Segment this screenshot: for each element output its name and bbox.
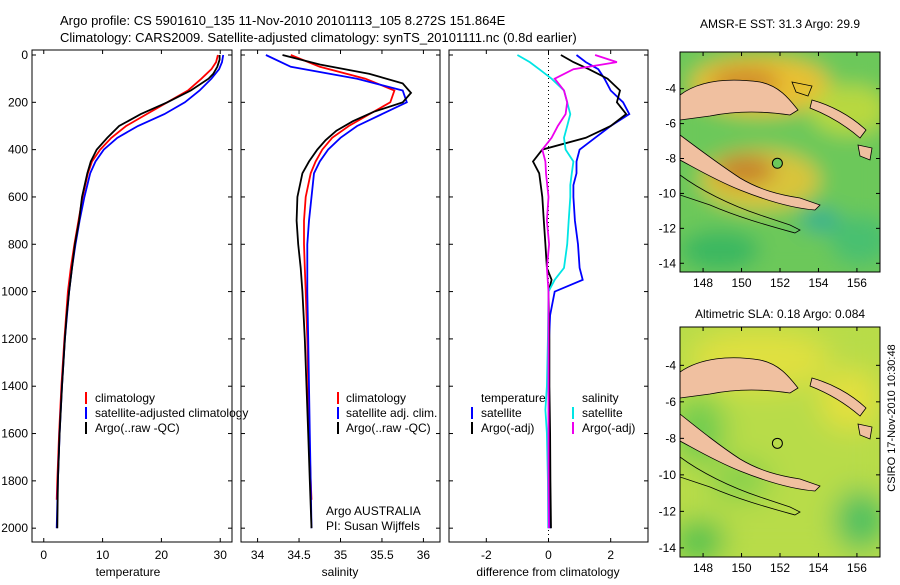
legend-temp-satellite: satellite	[481, 406, 522, 420]
depth-ytick-label: 0	[21, 48, 28, 62]
depth-ytick-label: 1000	[1, 285, 28, 299]
depth-ytick-label: 800	[8, 237, 28, 251]
argo-program-label: Argo AUSTRALIA	[326, 504, 421, 518]
sst-map: AMSR-E SST: 31.3 Argo: 29.9 14	[659, 17, 881, 290]
sla-field	[680, 327, 880, 557]
sst-lon-label: 148	[693, 276, 713, 290]
sla-lon-label: 152	[770, 561, 790, 575]
legend-sat-adjusted: satellite-adjusted climatology	[95, 406, 248, 420]
legend-argo: Argo(..raw -QC)	[95, 421, 180, 435]
sla-lat-label: -12	[659, 504, 677, 518]
salinity-series-satellite-adj-clim	[265, 54, 408, 529]
depth-ytick-label: 600	[8, 190, 28, 204]
sla-map-title: Altimetric SLA: 0.18 Argo: 0.084	[695, 307, 865, 321]
temperature-series-argo-raw-qc	[56, 55, 221, 529]
salinity-xtick-label: 36	[417, 548, 431, 562]
sst-lat-label: -6	[665, 117, 676, 131]
sla-lon-label: 148	[693, 561, 713, 575]
difference-xtick-label: 0	[545, 548, 552, 562]
salinity-xtick-label: 34	[251, 548, 265, 562]
sla-lon-label: 154	[808, 561, 828, 575]
temperature-panel: 0 10 20 30 0 200 400 600 800 1000 1200 1400 1600 1800…	[1, 48, 248, 579]
difference-xtick-label: -2	[481, 548, 492, 562]
sst-field	[680, 52, 880, 272]
depth-ytick-label: 200	[8, 95, 28, 109]
temperature-legend: climatology satellite-adjusted climatolo…	[85, 391, 248, 435]
sst-lat-label: -8	[665, 152, 676, 166]
depth-ytick-label: 400	[8, 143, 28, 157]
temperature-axes-frame	[31, 49, 233, 543]
depth-ytick-label: 1200	[1, 332, 28, 346]
salinity-xtick-label: 35	[334, 548, 348, 562]
sst-lat-label: -10	[659, 186, 677, 200]
sst-lon-label: 152	[770, 276, 790, 290]
difference-xtick-label: 2	[607, 548, 614, 562]
legend-title-temperature: temperature	[481, 391, 546, 405]
temperature-series-satellite-adjusted-climatology	[55, 54, 225, 529]
legend-argo: Argo(..raw -QC)	[346, 421, 431, 435]
legend-sal-argo: Argo(-adj)	[582, 421, 635, 435]
sla-lat-label: -4	[665, 358, 676, 372]
sla-lat-label: -10	[659, 468, 677, 482]
legend-sal-satellite: satellite	[582, 406, 623, 420]
temperature-xlabel: temperature	[96, 565, 161, 579]
difference-series-temperature-satellite	[548, 54, 631, 529]
pi-label: PI: Susan Wijffels	[326, 519, 420, 533]
sst-lon-label: 154	[808, 276, 828, 290]
salinity-series-argo-raw-qc	[282, 54, 413, 529]
sla-lat-label: -6	[665, 395, 676, 409]
salinity-xtick-label: 35.5	[370, 548, 394, 562]
depth-ytick-label: 2000	[1, 521, 28, 535]
sla-lon-label: 156	[847, 561, 867, 575]
salinity-xlabel: salinity	[322, 565, 359, 579]
depth-ytick-label: 1600	[1, 427, 28, 441]
csiro-timestamp-label: CSIRO 17-Nov-2010 10:30:48	[886, 344, 898, 491]
sst-lon-label: 156	[847, 276, 867, 290]
header-line-1: Argo profile: CS 5901610_135 11-Nov-2010…	[60, 13, 506, 28]
legend-sat-adj: satellite adj. clim.	[346, 406, 437, 420]
temperature-xtick-label: 10	[96, 548, 110, 562]
sla-lon-label: 150	[732, 561, 752, 575]
sst-lon-label: 150	[732, 276, 752, 290]
sla-lat-label: -14	[659, 541, 677, 555]
sst-lat-label: -4	[665, 82, 676, 96]
sla-lat-label: -8	[665, 431, 676, 445]
legend-temp-argo: Argo(-adj)	[481, 421, 534, 435]
difference-series-salinity-satellite	[516, 54, 575, 529]
sst-float-marker	[771, 157, 783, 169]
depth-ytick-label: 1400	[1, 379, 28, 393]
header-line-2: Climatology: CARS2009. Satellite-adjuste…	[60, 30, 577, 45]
legend-climatology: climatology	[95, 391, 155, 405]
difference-legend: temperature satellite Argo(-adj) salinit…	[471, 391, 635, 435]
difference-xlabel: difference from climatology	[476, 565, 619, 579]
salinity-legend: climatology satellite adj. clim. Argo(..…	[337, 391, 437, 435]
salinity-axes-frame	[240, 49, 441, 543]
legend-climatology: climatology	[346, 391, 406, 405]
sst-lat-label: -14	[659, 256, 677, 270]
salinity-panel: 34 34.5 35 35.5 36 salinity climatology sate…	[240, 49, 441, 579]
temperature-xtick-label: 0	[40, 548, 47, 562]
salinity-xtick-label: 34.5	[287, 548, 311, 562]
sst-lat-label: -12	[659, 221, 677, 235]
temperature-xtick-label: 20	[155, 548, 169, 562]
legend-title-salinity: salinity	[582, 391, 619, 405]
difference-panel: -2 0 2 difference from climatology tempera…	[448, 49, 649, 579]
temperature-xtick-label: 30	[214, 548, 228, 562]
sst-map-title: AMSR-E SST: 31.3 Argo: 29.9	[700, 17, 860, 31]
depth-ytick-label: 1800	[1, 474, 28, 488]
difference-series-salinity-argo-adj	[541, 54, 618, 529]
sla-map: Altimetric SLA: 0.18 Argo: 0.084 148 150 1…	[659, 307, 881, 575]
sla-float-marker	[771, 437, 783, 449]
